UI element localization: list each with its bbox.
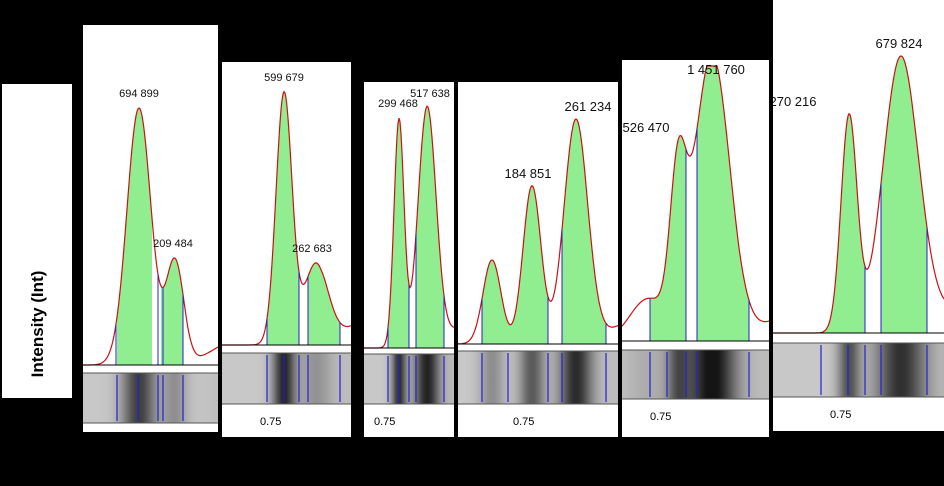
densitometry-panel-3: 0.75 299 468 517 638 [364,82,454,437]
panel-4-plot [458,118,618,405]
peak-area-4-2 [562,119,606,344]
peak-value-label: 270 216 [773,93,817,109]
peak-area-4-1 [482,185,548,344]
peak-area-1-1 [117,108,152,365]
peak-value-label: 262 683 [292,242,332,255]
panel-5-plot [622,65,769,400]
gel-band-strip [458,351,618,404]
panel-2-plot [222,90,351,405]
peak-value-label: 526 470 [622,120,670,136]
y-axis-label-box: Intensity (Int) [2,84,72,398]
peak-value-label: 517 638 [410,87,450,100]
peak-area-1-2 [161,258,183,365]
peak-value-label: 694 899 [119,87,159,100]
gel-band-strip [773,343,944,397]
y-axis-label: Intensity (Int) [28,270,47,378]
x-tick-label: 0.75 [650,411,672,423]
peak-area-3-1 [388,118,409,348]
x-tick-label: 0.75 [260,416,282,428]
peak-area-2-2 [308,262,340,345]
panel-6-plot [773,55,944,398]
x-tick-label: 0.75 [374,416,396,428]
peak-value-label: 184 851 [504,165,552,181]
peak-area-3-2 [416,106,444,348]
densitometry-panel-5: 0.75 526 470 1 451 760 [622,60,769,437]
peak-area-5-2 [697,66,749,341]
peak-area-2-1 [267,91,299,345]
intensity-curve-1 [83,107,218,366]
panel-3-plot [364,105,454,405]
intensity-curve-4 [458,118,618,345]
peak-value-label: 599 679 [264,71,304,84]
peak-area-6-2 [881,56,927,333]
densitometry-panel-4: 0.75 184 851 261 234 [458,82,618,437]
peak-value-label: 1 451 760 [687,62,745,77]
peak-value-label: 299 468 [378,98,418,111]
x-tick-label: 0.75 [513,416,535,428]
gel-band-strip [222,353,351,404]
panel-1-plot [83,107,218,424]
x-tick-label: 0.75 [830,409,852,421]
gel-band-strip [83,373,218,423]
peak-value-label: 679 824 [875,36,923,51]
densitometry-panel-6: 0.75 270 216 679 824 [773,0,944,431]
peak-value-label: 261 234 [564,98,612,114]
peak-area-6-1 [821,113,865,333]
intensity-curve-5 [622,65,769,327]
densitometry-panel-2: 0.75 599 679 262 683 [222,62,351,437]
peak-value-label: 209 484 [153,238,193,251]
gel-band-strip [622,350,769,399]
peak-area-5-1 [650,135,686,341]
